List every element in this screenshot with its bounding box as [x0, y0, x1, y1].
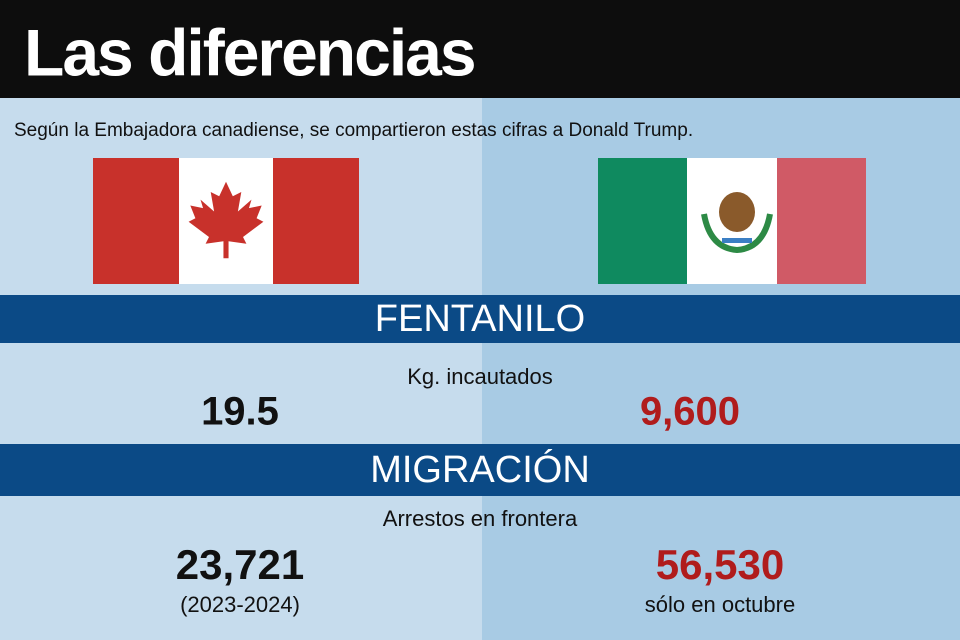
- metric-label: Kg. incautados: [407, 364, 553, 389]
- section-title: MIGRACIÓN: [370, 448, 590, 491]
- mexico-value: 56,530: [656, 541, 784, 588]
- section-band: [0, 295, 960, 343]
- header-bar: [0, 0, 960, 98]
- canada-flag: [93, 158, 359, 284]
- canada-value: 19.5: [201, 390, 279, 434]
- metric-label: Arrestos en frontera: [383, 506, 578, 531]
- canada-note: (2023-2024): [180, 592, 300, 617]
- mexico-value: 9,600: [640, 390, 740, 434]
- canada-value: 23,721: [176, 541, 304, 588]
- section-band: [0, 444, 960, 496]
- title: Las diferencias: [24, 15, 475, 89]
- subtitle: Según la Embajadora canadiense, se compa…: [14, 120, 693, 141]
- section-title: FENTANILO: [375, 298, 585, 340]
- mexico-flag: [598, 158, 866, 284]
- mexico-note: sólo en octubre: [645, 592, 795, 617]
